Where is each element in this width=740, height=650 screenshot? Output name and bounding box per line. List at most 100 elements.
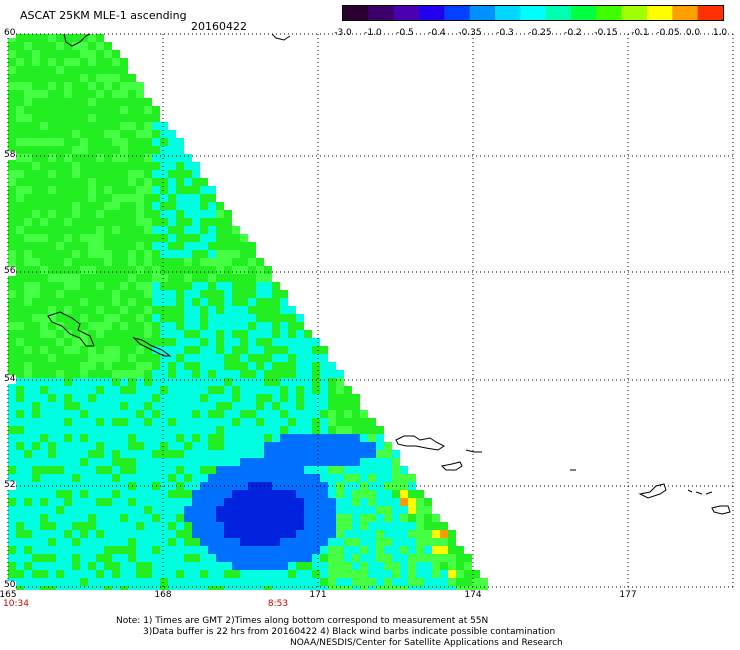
swath-cell	[56, 338, 64, 346]
swath-cell	[48, 266, 56, 274]
swath-cell	[448, 570, 456, 578]
swath-cell	[32, 202, 40, 210]
swath-cell	[264, 338, 272, 346]
swath-cell	[328, 522, 336, 530]
swath-cell	[96, 298, 104, 306]
swath-cell	[184, 466, 192, 474]
swath-cell	[368, 450, 376, 458]
swath-cell	[152, 338, 160, 346]
swath-cell	[88, 218, 96, 226]
swath-cell	[24, 90, 32, 98]
swath-cell	[24, 290, 32, 298]
swath-cell	[384, 466, 392, 474]
swath-cell	[352, 450, 360, 458]
swath-cell	[368, 538, 376, 546]
swath-cell	[8, 402, 16, 410]
swath-cell	[200, 274, 208, 282]
swath-cell	[376, 426, 384, 434]
swath-cell	[144, 410, 152, 418]
swath-cell	[368, 466, 376, 474]
swath-cell	[144, 170, 152, 178]
swath-cell	[64, 122, 72, 130]
swath-cell	[104, 506, 112, 514]
swath-cell	[360, 522, 368, 530]
swath-cell	[192, 178, 200, 186]
swath-cell	[168, 410, 176, 418]
swath-cell	[88, 562, 96, 570]
swath-cell	[408, 570, 416, 578]
swath-cell	[72, 114, 80, 122]
swath-cell	[184, 186, 192, 194]
swath-cell	[136, 138, 144, 146]
swath-cell	[208, 562, 216, 570]
swath-cell	[128, 410, 136, 418]
swath-cell	[296, 442, 304, 450]
swath-cell	[40, 50, 48, 58]
swath-cell	[24, 242, 32, 250]
swath-cell	[256, 394, 264, 402]
swath-cell	[152, 458, 160, 466]
swath-cell	[328, 418, 336, 426]
swath-cell	[72, 562, 80, 570]
swath-cell	[56, 314, 64, 322]
swath-cell	[352, 442, 360, 450]
swath-cell	[272, 386, 280, 394]
swath-cell	[112, 354, 120, 362]
swath-cell	[136, 386, 144, 394]
swath-cell	[168, 434, 176, 442]
swath-cell	[240, 410, 248, 418]
swath-cell	[304, 370, 312, 378]
swath-cell	[72, 506, 80, 514]
swath-cell	[368, 458, 376, 466]
swath-cell	[112, 146, 120, 154]
swath-cell	[72, 522, 80, 530]
swath-cell	[192, 186, 200, 194]
swath-cell	[200, 538, 208, 546]
swath-cell	[264, 322, 272, 330]
swath-cell	[400, 538, 408, 546]
swath-cell	[376, 490, 384, 498]
swath-cell	[176, 266, 184, 274]
swath-cell	[120, 306, 128, 314]
swath-cell	[264, 346, 272, 354]
swath-cell	[168, 554, 176, 562]
swath-cell	[128, 242, 136, 250]
swath-cell	[48, 562, 56, 570]
swath-cell	[296, 522, 304, 530]
swath-cell	[40, 58, 48, 66]
swath-cell	[120, 490, 128, 498]
swath-cell	[280, 450, 288, 458]
swath-cell	[88, 98, 96, 106]
swath-cell	[232, 402, 240, 410]
swath-cell	[224, 546, 232, 554]
swath-cell	[56, 258, 64, 266]
swath-cell	[176, 194, 184, 202]
swath-cell	[216, 530, 224, 538]
lat-label: 54	[3, 374, 17, 384]
swath-cell	[240, 274, 248, 282]
swath-cell	[8, 330, 16, 338]
swath-cell	[440, 546, 448, 554]
swath-cell	[72, 306, 80, 314]
swath-cell	[208, 394, 216, 402]
swath-cell	[160, 154, 168, 162]
swath-cell	[216, 474, 224, 482]
swath-cell	[200, 354, 208, 362]
swath-cell	[8, 290, 16, 298]
swath-cell	[224, 562, 232, 570]
swath-cell	[280, 554, 288, 562]
swath-cell	[440, 578, 448, 586]
swath-cell	[320, 362, 328, 370]
swath-cell	[24, 386, 32, 394]
swath-cell	[304, 538, 312, 546]
swath-cell	[424, 514, 432, 522]
swath-cell	[112, 282, 120, 290]
swath-cell	[8, 426, 16, 434]
swath-cell	[40, 466, 48, 474]
swath-cell	[96, 170, 104, 178]
swath-cell	[8, 474, 16, 482]
swath-cell	[128, 226, 136, 234]
swath-cell	[200, 466, 208, 474]
swath-cell	[40, 282, 48, 290]
swath-cell	[40, 106, 48, 114]
